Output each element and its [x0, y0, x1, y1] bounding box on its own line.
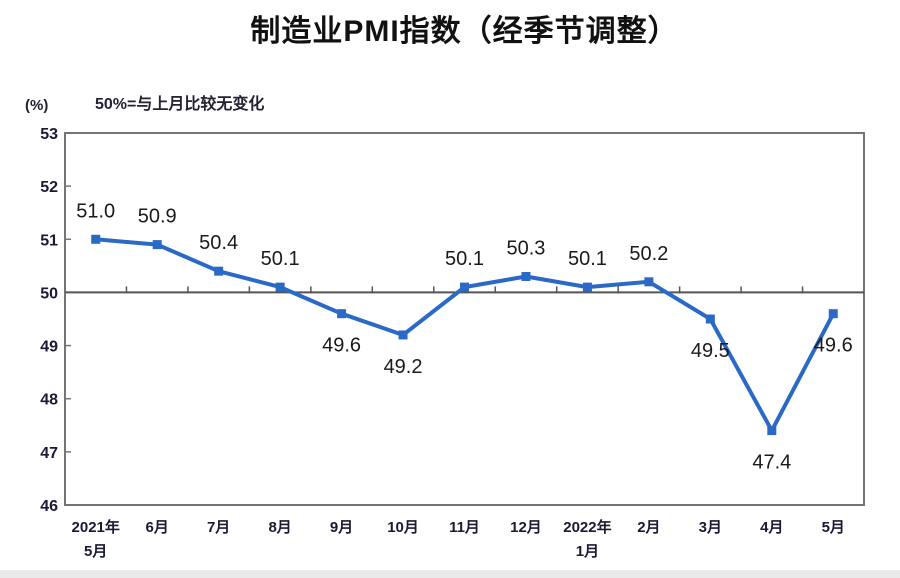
- x-axis-tick-label: 12月: [510, 519, 542, 536]
- y-axis-tick-label: 46: [40, 498, 58, 515]
- y-axis-tick-label: 51: [40, 232, 58, 249]
- x-axis-tick-label: 5月: [84, 543, 107, 560]
- x-axis-tick-label: 3月: [699, 519, 722, 536]
- data-point-marker: [214, 266, 224, 276]
- x-axis-tick-label: 2022年: [563, 518, 611, 536]
- x-axis-tick-label: 7月: [207, 519, 230, 536]
- y-axis-tick-label: 49: [40, 339, 58, 356]
- x-axis-tick-label: 5月: [822, 519, 845, 536]
- y-axis-tick-label: 48: [40, 392, 58, 409]
- x-axis-tick-label: 8月: [268, 519, 291, 536]
- data-label: 50.4: [199, 232, 238, 254]
- data-label: 49.6: [322, 335, 361, 357]
- x-axis-tick-label: 2月: [637, 519, 660, 536]
- data-label: 50.1: [568, 248, 607, 270]
- data-label: 49.2: [384, 356, 423, 378]
- data-point-marker: [337, 309, 347, 319]
- bottom-scroll-strip: [0, 570, 900, 578]
- data-point-marker: [275, 282, 285, 292]
- x-axis-tick-label: 11月: [449, 519, 480, 536]
- y-axis-tick-label: 50: [40, 285, 58, 302]
- data-label: 50.1: [445, 248, 484, 270]
- data-point-marker: [152, 240, 162, 250]
- data-point-marker: [582, 282, 592, 292]
- data-point-marker: [767, 426, 777, 436]
- x-axis-tick-label: 6月: [146, 519, 169, 536]
- data-label: 49.6: [814, 335, 853, 357]
- reference-note: 50%=与上月比较无变化: [95, 96, 265, 113]
- data-label: 50.9: [138, 206, 177, 228]
- data-label: 50.2: [629, 243, 668, 265]
- chart-title: 制造业PMI指数（经季节调整）: [250, 15, 679, 48]
- x-axis-tick-label: 10月: [387, 519, 419, 536]
- x-axis-tick-label: 1月: [576, 543, 599, 560]
- data-point-marker: [521, 271, 531, 281]
- x-axis-tick-label: 9月: [330, 519, 353, 536]
- data-point-marker: [398, 330, 408, 340]
- x-axis-tick-label: 4月: [760, 519, 783, 536]
- data-label: 51.0: [76, 200, 115, 222]
- y-axis-tick-label: 47: [40, 445, 58, 462]
- x-axis-tick-label: 2021年: [72, 518, 120, 536]
- y-axis-tick-label: 53: [40, 126, 58, 143]
- data-label: 50.3: [506, 237, 545, 259]
- data-point-marker: [644, 277, 654, 287]
- data-point-marker: [828, 309, 838, 319]
- data-point-marker: [91, 234, 101, 244]
- data-point-marker: [460, 282, 469, 292]
- data-label: 47.4: [752, 452, 791, 474]
- plot-area-border: [64, 132, 865, 506]
- data-label: 50.1: [261, 248, 300, 270]
- data-label: 49.5: [691, 340, 730, 362]
- y-axis-tick-label: 52: [40, 179, 58, 196]
- data-point-marker: [705, 314, 715, 324]
- y-axis-unit-label: (%): [25, 97, 49, 114]
